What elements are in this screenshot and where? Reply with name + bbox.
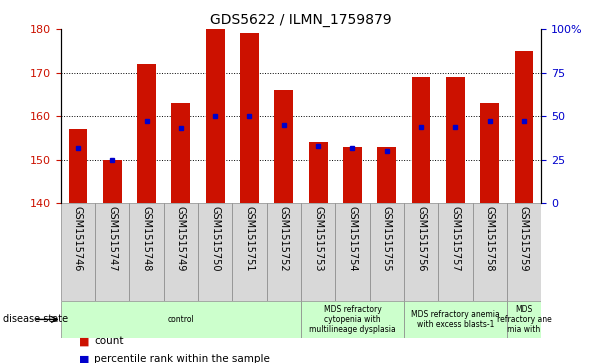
Bar [274, 90, 293, 203]
Bar [137, 64, 156, 203]
Text: GSM1515749: GSM1515749 [176, 206, 186, 272]
Text: GSM1515756: GSM1515756 [416, 206, 426, 272]
Bar [507, 203, 541, 301]
Bar [95, 203, 130, 301]
Bar [343, 147, 362, 203]
Bar [370, 203, 404, 301]
Bar [103, 160, 122, 203]
Text: MDS refractory
cytopenia with
multilineage dysplasia: MDS refractory cytopenia with multilinea… [309, 305, 396, 334]
Text: GSM1515753: GSM1515753 [313, 206, 323, 272]
Text: GSM1515747: GSM1515747 [107, 206, 117, 272]
Bar [130, 203, 164, 301]
Text: GSM1515755: GSM1515755 [382, 206, 392, 272]
Text: GSM1515759: GSM1515759 [519, 206, 529, 272]
Text: percentile rank within the sample: percentile rank within the sample [94, 354, 270, 363]
Text: count: count [94, 336, 124, 346]
Bar [404, 203, 438, 301]
Title: GDS5622 / ILMN_1759879: GDS5622 / ILMN_1759879 [210, 13, 392, 26]
Text: GSM1515754: GSM1515754 [347, 206, 358, 272]
Bar [378, 147, 396, 203]
Bar [301, 203, 335, 301]
Bar [240, 33, 259, 203]
Bar [267, 203, 301, 301]
Bar [514, 51, 533, 203]
Bar [301, 301, 404, 338]
Text: GSM1515750: GSM1515750 [210, 206, 220, 272]
Bar [198, 203, 232, 301]
Bar [507, 301, 541, 338]
Bar [404, 301, 507, 338]
Bar [446, 77, 465, 203]
Text: GSM1515751: GSM1515751 [244, 206, 255, 272]
Bar [232, 203, 267, 301]
Text: GSM1515748: GSM1515748 [142, 206, 151, 272]
Text: disease state: disease state [3, 314, 68, 325]
Bar [309, 142, 328, 203]
Bar [61, 203, 95, 301]
Text: MDS refractory anemia
with excess blasts-1: MDS refractory anemia with excess blasts… [411, 310, 500, 329]
Bar [335, 203, 370, 301]
Bar [61, 301, 301, 338]
Text: GSM1515752: GSM1515752 [279, 206, 289, 272]
Bar [206, 29, 224, 203]
Text: MDS
refractory ane
mia with: MDS refractory ane mia with [497, 305, 551, 334]
Bar [164, 203, 198, 301]
Bar [171, 103, 190, 203]
Bar [69, 129, 88, 203]
Bar [412, 77, 430, 203]
Bar [480, 103, 499, 203]
Bar [438, 203, 472, 301]
Text: GSM1515757: GSM1515757 [451, 206, 460, 272]
Bar [472, 203, 507, 301]
Text: ■: ■ [79, 336, 89, 346]
Text: GSM1515758: GSM1515758 [485, 206, 495, 272]
Text: ■: ■ [79, 354, 89, 363]
Text: control: control [168, 315, 194, 324]
Text: GSM1515746: GSM1515746 [73, 206, 83, 272]
